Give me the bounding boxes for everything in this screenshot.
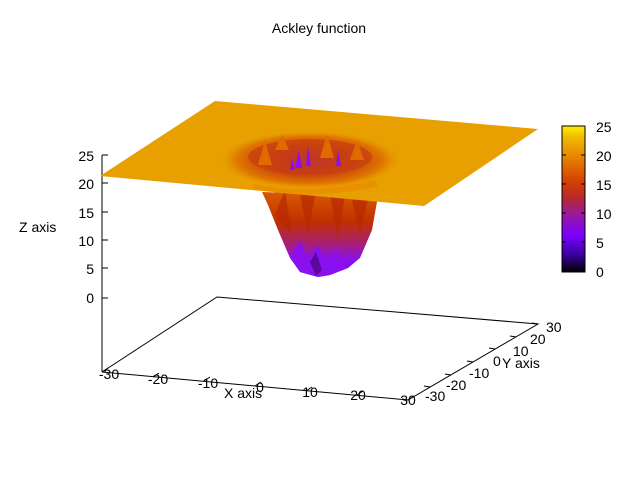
svg-text:0: 0 xyxy=(256,379,264,395)
surface-plateau xyxy=(100,101,538,206)
svg-text:0: 0 xyxy=(493,353,501,369)
svg-text:10: 10 xyxy=(302,384,318,400)
svg-text:10: 10 xyxy=(78,233,94,249)
svg-text:30: 30 xyxy=(546,319,562,335)
svg-text:20: 20 xyxy=(350,387,366,403)
svg-text:-10: -10 xyxy=(198,375,218,391)
svg-text:-20: -20 xyxy=(148,371,168,387)
colorbar-tick: 25 xyxy=(596,119,612,135)
chart-title: Ackley function xyxy=(272,20,366,36)
colorbar-tick: 5 xyxy=(596,235,604,251)
y-axis-label: Y axis xyxy=(502,355,540,371)
y-ticks xyxy=(401,322,539,401)
z-axis-label: Z axis xyxy=(19,219,56,235)
colorbar: 0 5 10 15 20 25 xyxy=(561,119,612,280)
svg-text:-30: -30 xyxy=(99,366,119,382)
svg-text:10: 10 xyxy=(513,343,529,359)
x-axis-label: X axis xyxy=(224,385,262,401)
colorbar-tick: 15 xyxy=(596,177,612,193)
svg-text:30: 30 xyxy=(400,392,416,408)
svg-text:-20: -20 xyxy=(446,377,466,393)
y-tick-labels: -30 -20 -10 0 10 20 30 xyxy=(425,319,562,404)
svg-text:20: 20 xyxy=(78,176,94,192)
svg-text:20: 20 xyxy=(530,331,546,347)
x-ticks xyxy=(101,367,415,401)
colorbar-tick: 20 xyxy=(596,148,612,164)
z-tick-labels: 0 5 10 15 20 25 xyxy=(78,148,94,306)
svg-text:25: 25 xyxy=(78,148,94,164)
svg-text:15: 15 xyxy=(78,205,94,221)
svg-text:5: 5 xyxy=(86,261,94,277)
colorbar-tick: 0 xyxy=(596,264,604,280)
surface-funnel xyxy=(262,190,378,277)
svg-text:-30: -30 xyxy=(425,388,445,404)
z-ticks xyxy=(102,154,108,299)
x-tick-labels: -30 -20 -10 0 10 20 30 xyxy=(99,366,416,408)
svg-text:0: 0 xyxy=(86,290,94,306)
svg-text:-10: -10 xyxy=(469,365,489,381)
colorbar-tick: 10 xyxy=(596,206,612,222)
